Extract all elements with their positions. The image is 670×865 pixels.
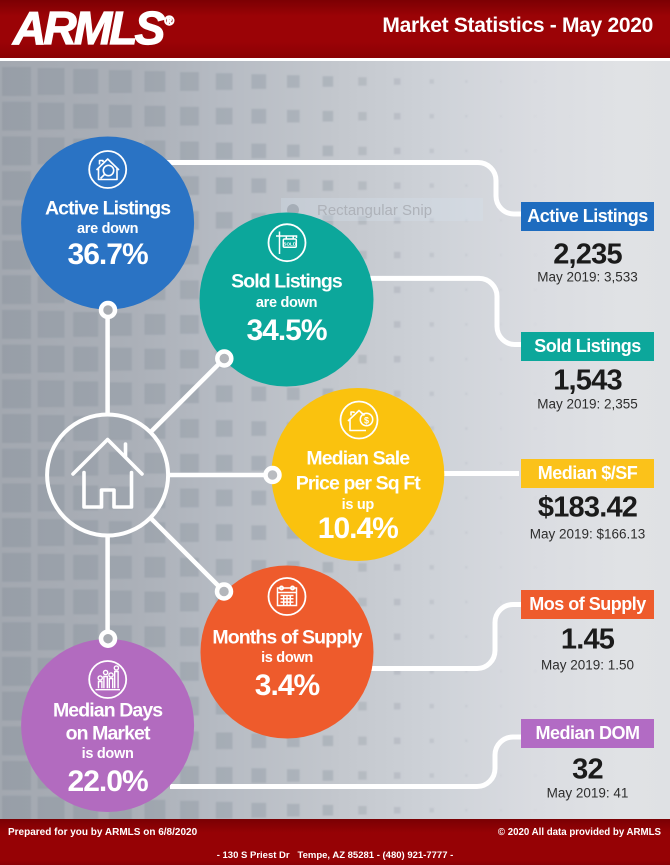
svg-text:SOLD: SOLD [283, 242, 296, 247]
svg-text:$: $ [364, 415, 369, 425]
svg-text:Rectangular Snip: Rectangular Snip [317, 202, 432, 219]
